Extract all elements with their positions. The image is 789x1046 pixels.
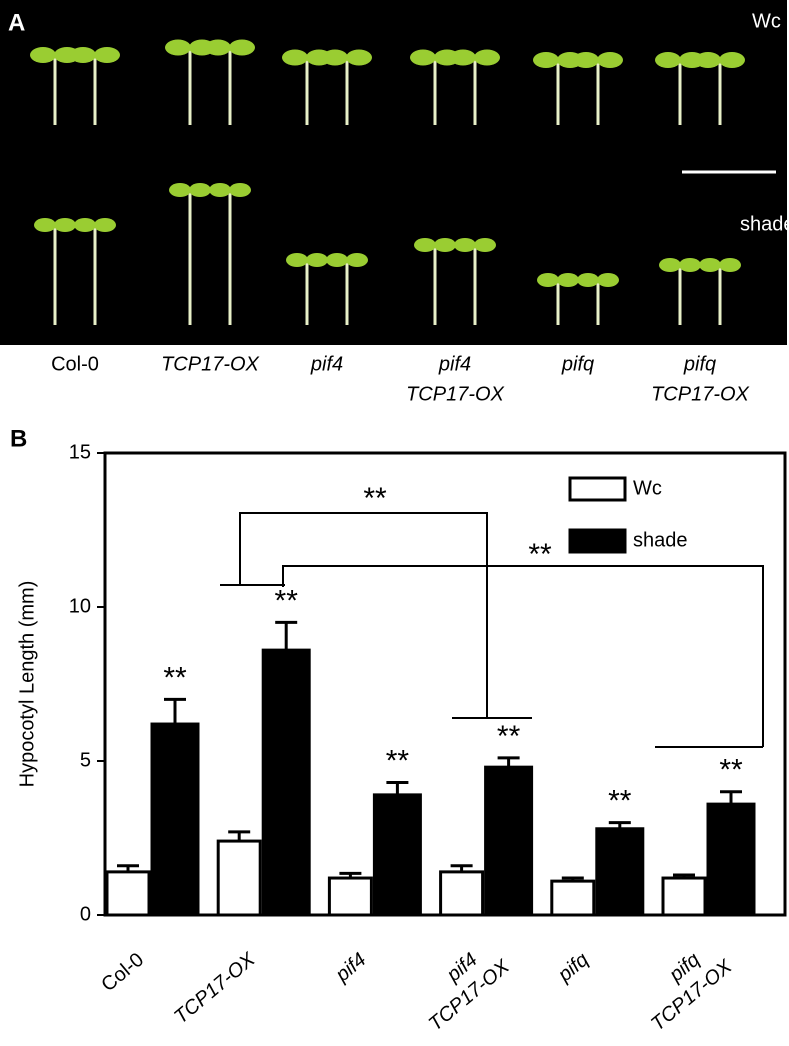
genotype-label: pifq [561,353,594,375]
leaf [557,273,579,287]
x-tick-label: pif4 [331,949,371,987]
leaf [70,47,96,63]
bar [150,722,200,917]
leaf [450,49,476,66]
bar [439,870,485,917]
leaf [346,253,368,267]
leaf [414,238,436,252]
leaf [189,183,211,197]
significance-label: ** [363,482,387,515]
leaf [410,49,436,66]
leaf [306,253,328,267]
leaf [659,258,681,272]
genotype-label: TCP17-OX [651,383,749,405]
plot-frame [103,451,787,917]
leaf [474,238,496,252]
bar [484,765,534,917]
seedlings [30,39,745,325]
leaf [577,273,599,287]
legend-swatch [568,528,627,554]
leaf [282,49,308,66]
leaf [94,218,116,232]
leaf [699,258,721,272]
leaf [205,39,231,56]
significance-label: ** [275,584,299,617]
y-tick-label: 0 [80,903,91,925]
genotype-label: TCP17-OX [406,383,504,405]
leaf [229,39,255,56]
panel-label: B [10,425,27,452]
leaf [695,52,721,68]
leaf [322,49,348,66]
leaf [533,52,559,68]
bar [550,879,596,917]
bar [372,793,422,917]
legend-label: Wc [633,477,662,499]
condition-label: shade [740,213,789,235]
y-tick-label: 10 [69,595,91,617]
leaf [573,52,599,68]
genotype-label: pif4 [310,353,343,375]
genotype-label: Col-0 [51,353,99,375]
leaf [719,258,741,272]
leaf [679,258,701,272]
panel-label: A [8,9,25,36]
leaf [597,273,619,287]
leaf [74,218,96,232]
leaf [434,238,456,252]
x-tick-label-line: TCP17-OX [170,948,260,1028]
bar [706,802,756,917]
leaf [326,253,348,267]
significance-brackets [220,512,764,748]
leaf [34,218,56,232]
leaf [454,238,476,252]
leaf [94,47,120,63]
x-tick-label: Col-0 [98,949,149,997]
legend-label: shade [633,529,688,551]
leaf [165,39,191,56]
leaf [346,49,372,66]
y-tick-label: 15 [69,441,91,463]
x-tick-label: pifq [553,949,593,987]
bar [661,876,707,917]
significance-label: ** [719,754,743,787]
condition-label: Wc [752,10,781,32]
bar [595,827,645,917]
x-tick-label-line: Col-0 [98,949,149,997]
x-tick-label-line: pif4 [331,949,371,987]
bar [261,648,311,917]
y-tick-label: 5 [80,749,91,771]
significance-label: ** [386,744,410,777]
y-axis-title: Hypocotyl Length (mm) [16,581,38,788]
significance-label: ** [528,538,552,571]
legend-swatch [568,476,627,502]
genotype-label: TCP17-OX [161,353,259,375]
significance-label: ** [497,720,521,753]
leaf [537,273,559,287]
leaf [169,183,191,197]
leaf [54,218,76,232]
bar [105,870,151,917]
bar [327,876,373,917]
leaf [655,52,681,68]
x-tick-label: TCP17-OX [170,948,260,1028]
leaf [597,52,623,68]
x-tick-label: pif4TCP17-OX [408,936,514,1036]
significance-label: ** [163,661,187,694]
leaf [229,183,251,197]
significance-label: ** [608,785,632,818]
leaf [474,49,500,66]
genotype-label: pif4 [438,353,471,375]
x-tick-label: pifqTCP17-OX [631,936,737,1036]
leaf [719,52,745,68]
leaf [286,253,308,267]
genotype-label: pifq [683,353,716,375]
leaf [209,183,231,197]
leaf [30,47,56,63]
bar [216,839,262,917]
x-tick-label-line: pifq [553,949,593,987]
